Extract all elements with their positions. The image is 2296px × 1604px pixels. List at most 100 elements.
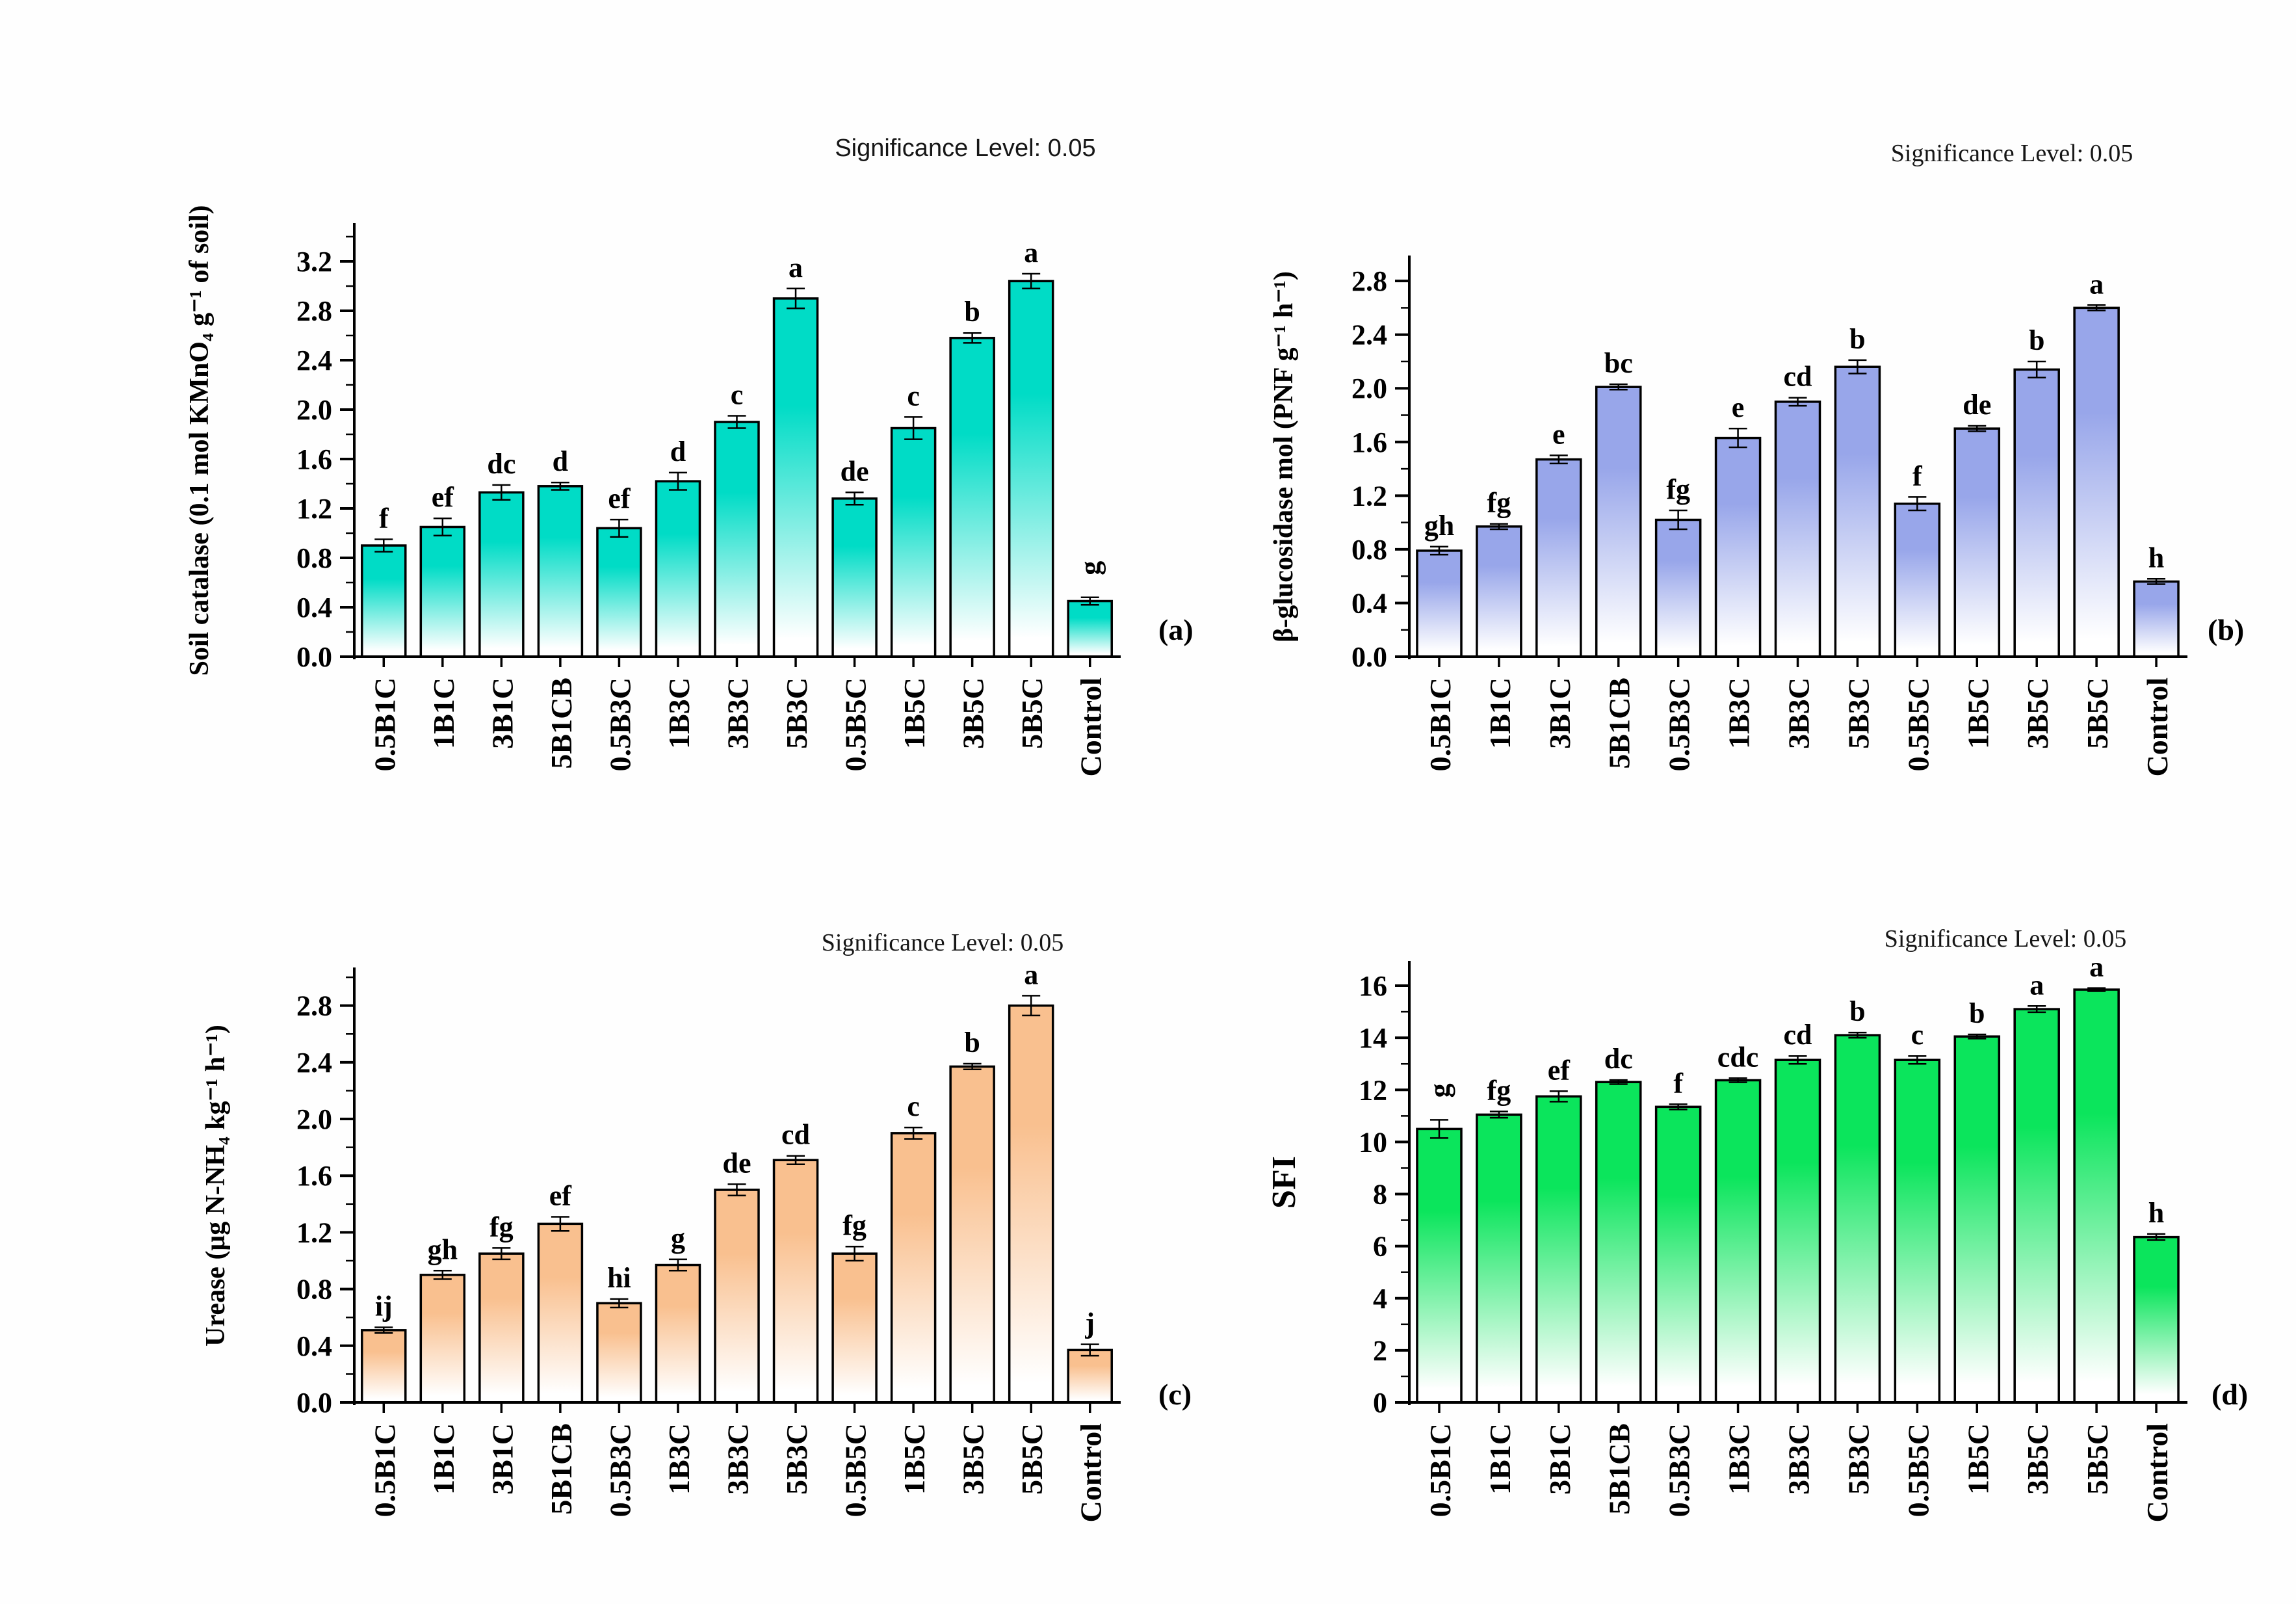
y-tick-label: 1.6 [296,1160,332,1192]
sig-letter: d [553,445,568,477]
bar-1B5C [1953,427,2001,658]
x-tick-label: 5B5C [2081,677,2114,749]
bar-3B3C [714,1189,760,1404]
chart-a: 0.0 0.4 0.8 1.2 1.6 2.0 2.4 2.8 3.2 Soil catalase… [185,205,1121,777]
x-tick-label: 1B3C [662,677,696,749]
x-tick-label: 0.5B3C [1663,677,1696,771]
chart-c: 0.0 0.4 0.8 1.2 1.6 2.0 2.4 2.8 Urease (μg N-NH₄… [201,958,1121,1523]
bar-5B1CB [1595,386,1642,658]
bar-Control [1067,1348,1113,1404]
y-axis-title: β-glucosidase mol (PNF g⁻¹ h⁻¹) [1269,271,1299,642]
x-tick-label: 5B3C [780,1423,813,1495]
x-tick-label: 5B1CB [1603,677,1636,769]
error-bar [1022,272,1041,290]
error-bar [1788,397,1807,407]
bar-0.5B3C [1654,518,1702,658]
x-tick-label: Control [1075,1423,1108,1523]
sig-letter: cd [1784,1019,1812,1051]
bar-3B5C [949,1065,995,1404]
error-bar [1729,427,1747,449]
x-tick-label: 3B3C [722,677,755,749]
sig-letter: fg [1666,473,1690,505]
error-bar [610,518,629,538]
x-tick-label: 0.5B5C [839,677,872,771]
sig-letter: ef [1548,1054,1571,1086]
bar-5B5C [1008,1004,1054,1404]
y-axis-title: Urease (μg N-NH₄ kg⁻¹ h⁻¹) [201,1025,231,1347]
x-tick-label: 1B1C [1483,1423,1517,1495]
y-tick-label: 0.8 [296,1274,332,1306]
x-tick-label: 5B3C [1842,677,1875,749]
panel-label-b: (b) [2208,613,2245,646]
x-tick-label: 5B5C [1015,677,1049,749]
bar-1B5C [1953,1035,2001,1404]
bar-0.5B3C [596,527,642,658]
x-tick-label: 0.5B3C [603,1423,636,1517]
error-bar [1848,1031,1867,1039]
y-tick-label: 0.8 [296,542,332,574]
y-tick-label: 1.6 [296,443,332,475]
error-bar [1429,1119,1448,1139]
bar-1B3C [1714,436,1762,658]
bar-0.5B5C [1894,1058,1941,1404]
x-tick-label: 1B1C [1483,677,1517,749]
y-tick-label: 0.8 [1351,534,1387,566]
y-tick-label: 0 [1373,1387,1387,1419]
error-bar [2087,987,2106,992]
x-tick-label: 0.5B1C [368,677,401,771]
x-tick-label: 5B5C [1015,1423,1049,1495]
bar-3B5C [2013,368,2060,658]
y-tick-label: 4 [1373,1283,1387,1315]
sig-letter: ij [375,1290,393,1322]
error-bar [1729,1077,1747,1083]
sig-letter: c [907,1090,920,1122]
sig-letter: f [1912,460,1923,492]
sig-letter: h [2148,542,2164,573]
bar-0.5B5C [1894,502,1941,658]
x-tick-label: 5B5C [2081,1423,2114,1495]
sig-letter: dc [487,448,515,480]
sig-letter: a [1024,237,1038,269]
significance-title-c: Significance Level: 0.05 [821,929,1064,956]
sig-letter: ef [432,481,455,513]
bar-3B3C [1774,401,1821,658]
bar-3B1C [1535,1095,1582,1404]
sig-letter: b [1849,995,1865,1027]
error-bar [2028,360,2046,378]
bar-0.5B3C [1654,1105,1702,1404]
bar-Control [2133,1235,2180,1404]
sig-letter: g [1075,561,1106,575]
bar-5B5C [2073,306,2120,658]
bar-5B3C [772,297,819,658]
error-bar [1669,1103,1688,1111]
error-bar [1429,546,1448,556]
y-tick-label: 2.0 [296,394,332,426]
sig-letter: cdc [1717,1041,1759,1073]
bar-Control [2133,580,2180,658]
error-bar [668,1258,687,1272]
sig-letter: j [1084,1308,1095,1339]
x-tick-label: 1B1C [427,677,460,749]
x-tick-label: 3B5C [2021,1423,2054,1495]
x-tick-label: 1B5C [898,677,931,749]
x-tick-label: 3B5C [957,1423,990,1495]
x-tick-label: 3B3C [1782,1423,1816,1495]
bar-1B3C [655,480,701,658]
x-tick-label: 1B5C [898,1423,931,1495]
y-tick-label: 2.8 [296,295,332,327]
error-bar [1968,425,1987,432]
error-bar [433,1270,452,1280]
y-tick-label: 2.0 [1351,373,1387,404]
bar-0.5B5C [831,1252,878,1404]
sig-letter: gh [1424,510,1454,542]
y-tick-label: 2 [1373,1335,1387,1367]
y-tick-label: 2.8 [1351,265,1387,297]
x-tick-label: 0.5B5C [1901,1423,1935,1517]
x-tick-label: 0.5B1C [368,1423,401,1517]
y-tick-label: 2.8 [296,990,332,1022]
y-tick-label: 12 [1359,1074,1387,1106]
significance-title-b: Significance Level: 0.05 [1890,140,2133,167]
error-bar [845,492,864,506]
y-tick-label: 16 [1359,970,1387,1002]
